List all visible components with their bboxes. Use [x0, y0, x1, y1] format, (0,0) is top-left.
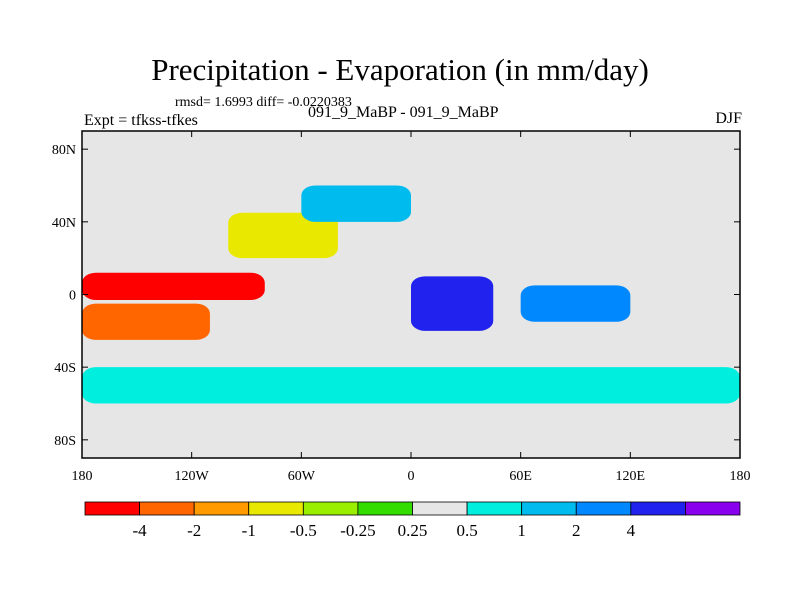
- x-tick-label: 180: [730, 469, 751, 484]
- colorbar-label: 0.5: [456, 521, 477, 540]
- colorbar: -4 -2 -1 -0.5 -0.25 0.25 0.5 1 2 4: [84, 501, 741, 540]
- x-tick-label: 120E: [616, 469, 646, 484]
- region-indian-wet: [520, 285, 631, 322]
- colorbar-label: 4: [627, 521, 636, 540]
- y-tick-label: 80S: [54, 434, 76, 449]
- stats-label: rmsd= 1.6993 diff= -0.0220383: [175, 95, 352, 110]
- region-na-north: [228, 212, 338, 259]
- colorbar-swatch: [193, 501, 250, 516]
- x-tick-label: 60W: [288, 469, 316, 484]
- y-tick-label: 80N: [52, 143, 76, 158]
- axis-ticks: 180 120W 60W 0 60E 120E 180 80N 40N 0 40S 80S: [52, 131, 751, 484]
- colorbar-swatch: [521, 501, 577, 516]
- y-tick-label: 40N: [52, 216, 76, 231]
- x-tick-label: 120W: [175, 469, 210, 484]
- x-tick-label: 60E: [509, 469, 532, 484]
- colorbar-swatch: [685, 501, 741, 516]
- colorbar-swatch: [357, 501, 413, 516]
- colorbar-label: -4: [132, 521, 147, 540]
- season-label: DJF: [715, 110, 742, 127]
- colorbar-label: -0.25: [340, 521, 375, 540]
- colorbar-label: 2: [572, 521, 581, 540]
- experiment-label: Expt = tfkss-tfkes: [84, 112, 198, 129]
- region-north-atlantic: [301, 185, 411, 222]
- map-field: [82, 131, 740, 458]
- colorbar-swatch: [575, 501, 632, 516]
- y-tick-label: 0: [69, 289, 76, 304]
- colorbar-swatch: [466, 501, 523, 516]
- colorbar-swatch: [84, 501, 140, 516]
- case-label: 091_9_MaBP - 091_9_MaBP: [308, 104, 499, 121]
- colorbar-label: -2: [187, 521, 201, 540]
- colorbar-swatch: [630, 501, 686, 516]
- region-itcz-pacific: [82, 272, 265, 300]
- region-southern-belt: [82, 367, 740, 404]
- y-tick-label: 40S: [54, 361, 76, 376]
- colorbar-swatch: [302, 501, 359, 516]
- x-tick-label: 180: [72, 469, 93, 484]
- chart-title: Precipitation - Evaporation (in mm/day): [151, 52, 649, 87]
- colorbar-label: 1: [517, 521, 526, 540]
- colorbar-swatch: [248, 501, 304, 516]
- region-africa-wet: [411, 276, 494, 331]
- colorbar-label: 0.25: [398, 521, 428, 540]
- colorbar-label: -1: [242, 521, 256, 540]
- x-tick-label: 0: [408, 469, 415, 484]
- colorbar-label: -0.5: [290, 521, 317, 540]
- colorbar-swatch: [139, 501, 195, 516]
- colorbar-swatch: [412, 501, 468, 516]
- region-spcz-dry: [82, 303, 210, 340]
